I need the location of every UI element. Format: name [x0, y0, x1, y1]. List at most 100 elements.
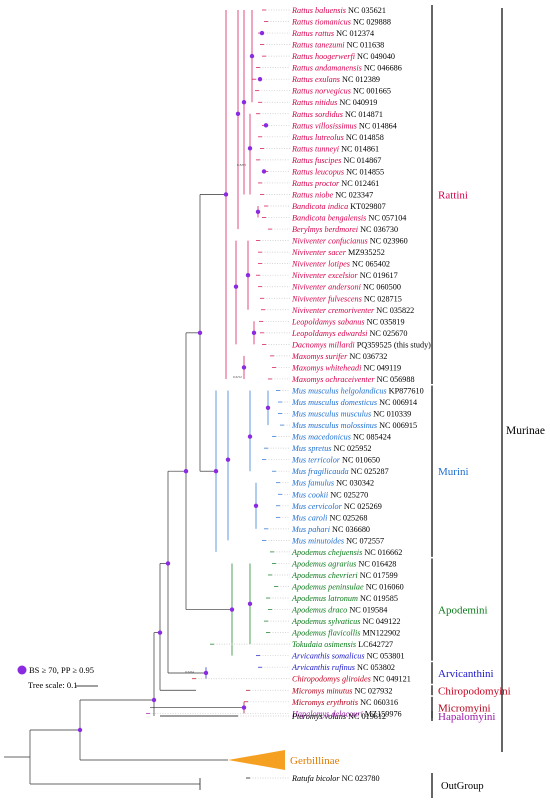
taxon-label: Mus caroli NC 025268: [291, 513, 367, 522]
tribe-label-hapalomyini: Hapalomyini: [438, 711, 495, 723]
taxon-label: Rattus proctor NC 012461: [291, 179, 379, 188]
taxon-label: Arvicanthis rufinus NC 053802: [291, 663, 395, 672]
taxon-label: Mus famulus NC 030342: [291, 479, 374, 488]
taxon-label: Mus spretus NC 025952: [291, 444, 372, 453]
support-node-marker: [151, 697, 157, 703]
taxon-label: Mus terricolor NC 010650: [291, 456, 380, 465]
taxon-label: Mus musculus helgolandicus KP877610: [291, 386, 424, 395]
taxon-label: Ratufa bicolor NC 023780: [291, 774, 380, 783]
murinae-label: Murinae: [506, 425, 545, 437]
taxon-label: Apodemus chejuensis NC 016662: [291, 548, 402, 557]
taxon-label: Rattus fuscipes NC 014867: [291, 156, 381, 165]
tribe-label-murini: Murini: [438, 466, 469, 478]
taxon-label: Niviventer sacer MZ935252: [291, 248, 385, 257]
support-node-marker: [241, 100, 247, 105]
taxon-label: Rattus tanezumi NC 011638: [291, 41, 384, 50]
support-node-marker: [255, 209, 261, 214]
taxon-label: Apodemus latronum NC 019585: [291, 594, 398, 603]
taxon-label: Rattus leucopus NC 014855: [291, 167, 384, 176]
taxon-label: Niviventer lotipes NC 065402: [291, 260, 390, 269]
taxon-label: Apodemus chevrieri NC 017599: [291, 571, 398, 580]
support-node-marker: [241, 705, 247, 710]
taxon-label: Rattus nitidus NC 040919: [291, 98, 377, 107]
taxon-label: Maxomys surifer NC 036732: [291, 352, 387, 361]
taxon-labels: Rattus baluensis NC 035621 Rattus tiomani…: [291, 6, 431, 783]
support-nodes: [77, 30, 271, 733]
legend-support-text: BS ≥ 70, PP ≥ 0.95: [29, 665, 94, 675]
taxon-label: Apodemus agrarius NC 016428: [291, 559, 396, 568]
taxon-label: Mus cervicolor NC 025269: [291, 502, 382, 511]
taxon-label: Rattus exulans NC 012389: [291, 75, 380, 84]
taxon-label: Niviventer excelsior NC 019617: [291, 271, 398, 280]
taxon-label: Micromys minutus NC 027932: [291, 686, 392, 695]
gerbillinae-label: Gerbillinae: [290, 755, 340, 767]
taxon-label: Rattus villosissimus NC 014864: [291, 121, 397, 130]
taxon-label: Rattus tunneyi NC 014861: [291, 144, 379, 153]
taxon-label: Mus cookii NC 025270: [291, 490, 368, 499]
taxon-label: Apodemus draco NC 019584: [291, 606, 387, 615]
taxon-label: Bandicota bengalensis NC 057104: [292, 214, 406, 223]
outgroup-bracket: OutGroup: [431, 773, 484, 798]
support-node-marker: [235, 111, 241, 116]
taxon-label: Niviventer confucianus NC 023960: [291, 237, 408, 246]
support-node-marker: [247, 434, 253, 439]
support-node-marker: [225, 457, 231, 462]
gerbillinae-collapsed-triangle: [228, 750, 285, 770]
legend: BS ≥ 70, PP ≥ 0.95 Tree scale: 0.1: [17, 665, 98, 690]
taxon-label: Rattus hoogerwerfi NC 049040: [291, 52, 395, 61]
support-node-marker: [203, 670, 209, 676]
taxon-label: Rattus rattus NC 012374: [291, 29, 374, 38]
support-node-marker: [157, 630, 163, 635]
taxon-label: Apodemus peninsulae NC 016060: [291, 583, 404, 592]
taxon-label: Rattus sordidus NC 014871: [291, 110, 383, 119]
taxon-label: Mus macedonicus NC 085424: [291, 433, 391, 442]
taxon-label: Mus musculus musculus NC 010339: [291, 410, 411, 419]
support-node-marker: [265, 405, 271, 410]
outgroup-label: OutGroup: [441, 781, 484, 792]
node-value-1: 0.8/83: [237, 163, 246, 167]
taxon-label: Pteromys volans NC 019612: [291, 712, 386, 721]
taxon-label: Rattus lutreolus NC 014858: [291, 133, 384, 142]
taxon-label: Mus musculus domesticus NC 006914: [291, 398, 417, 407]
tribe-label-rattini: Rattini: [438, 189, 468, 201]
clade-brackets: Rattini Murini Apodemini Arvicanthini Chirop…: [431, 5, 511, 723]
support-node-marker: [77, 727, 83, 733]
support-node-marker: [251, 330, 257, 336]
tribe-label-micromyini: Micromyini: [438, 703, 491, 715]
taxon-label: Leopoldamys sabanus NC 035819: [291, 317, 405, 326]
taxon-label: Hapalomys delacouri MZ159976: [291, 709, 402, 718]
taxon-label: Rattus niobe NC 023347: [291, 190, 373, 199]
tribe-label-chiropodomyini: Chiropodomyini: [438, 685, 511, 697]
tribe-label-arvicanthini: Arvicanthini: [438, 668, 494, 680]
taxon-label: Maxomys whiteheadi NC 049119: [291, 363, 401, 372]
support-node-marker: [259, 30, 265, 36]
taxon-label: Dacnomys millardi PQ359525 (this study): [291, 340, 431, 349]
taxon-label: Niviventer fulvescens NC 028715: [291, 294, 402, 303]
taxon-label: Tokudaia osimensis LC642727: [292, 640, 393, 649]
taxon-label: Leopoldamys edwardsi NC 025670: [291, 329, 407, 338]
taxon-label: Rattus tiomanicus NC 029888: [291, 18, 391, 27]
support-node-marker: [257, 76, 263, 82]
taxon-label: Mus pahari NC 036680: [291, 525, 370, 534]
support-node-marker: [183, 469, 189, 474]
support-node-marker: [197, 330, 203, 336]
support-node-marker: [241, 365, 247, 370]
support-node-legend-icon: [17, 665, 27, 675]
tribe-label-apodemini: Apodemini: [438, 605, 488, 617]
taxon-label: Maxomys ochraceiventer NC 056988: [291, 375, 415, 384]
taxon-label: Mus minutoides NC 072557: [291, 536, 384, 545]
taxon-label: Apodemus sylvaticus NC 049122: [291, 617, 400, 626]
taxon-label: Micromys erythrotis NC 060316: [291, 698, 398, 707]
taxon-label: Mus musculus molossinus NC 006915: [291, 421, 417, 430]
subfamily-bracket: Murinae: [501, 8, 545, 752]
support-node-marker: [249, 53, 255, 59]
support-node-marker: [213, 469, 219, 474]
support-node-marker: [261, 169, 267, 174]
taxon-label: Chiropodomys gliroides NC 049121: [292, 675, 411, 684]
node-value-3: 0.6/64: [185, 670, 194, 674]
taxon-label: Niviventer andersoni NC 060500: [291, 283, 401, 292]
support-node-marker: [247, 601, 253, 606]
taxon-label: Apodemus flavicollis MN122902: [291, 629, 400, 638]
taxon-label: Rattus baluensis NC 035621: [291, 6, 386, 15]
